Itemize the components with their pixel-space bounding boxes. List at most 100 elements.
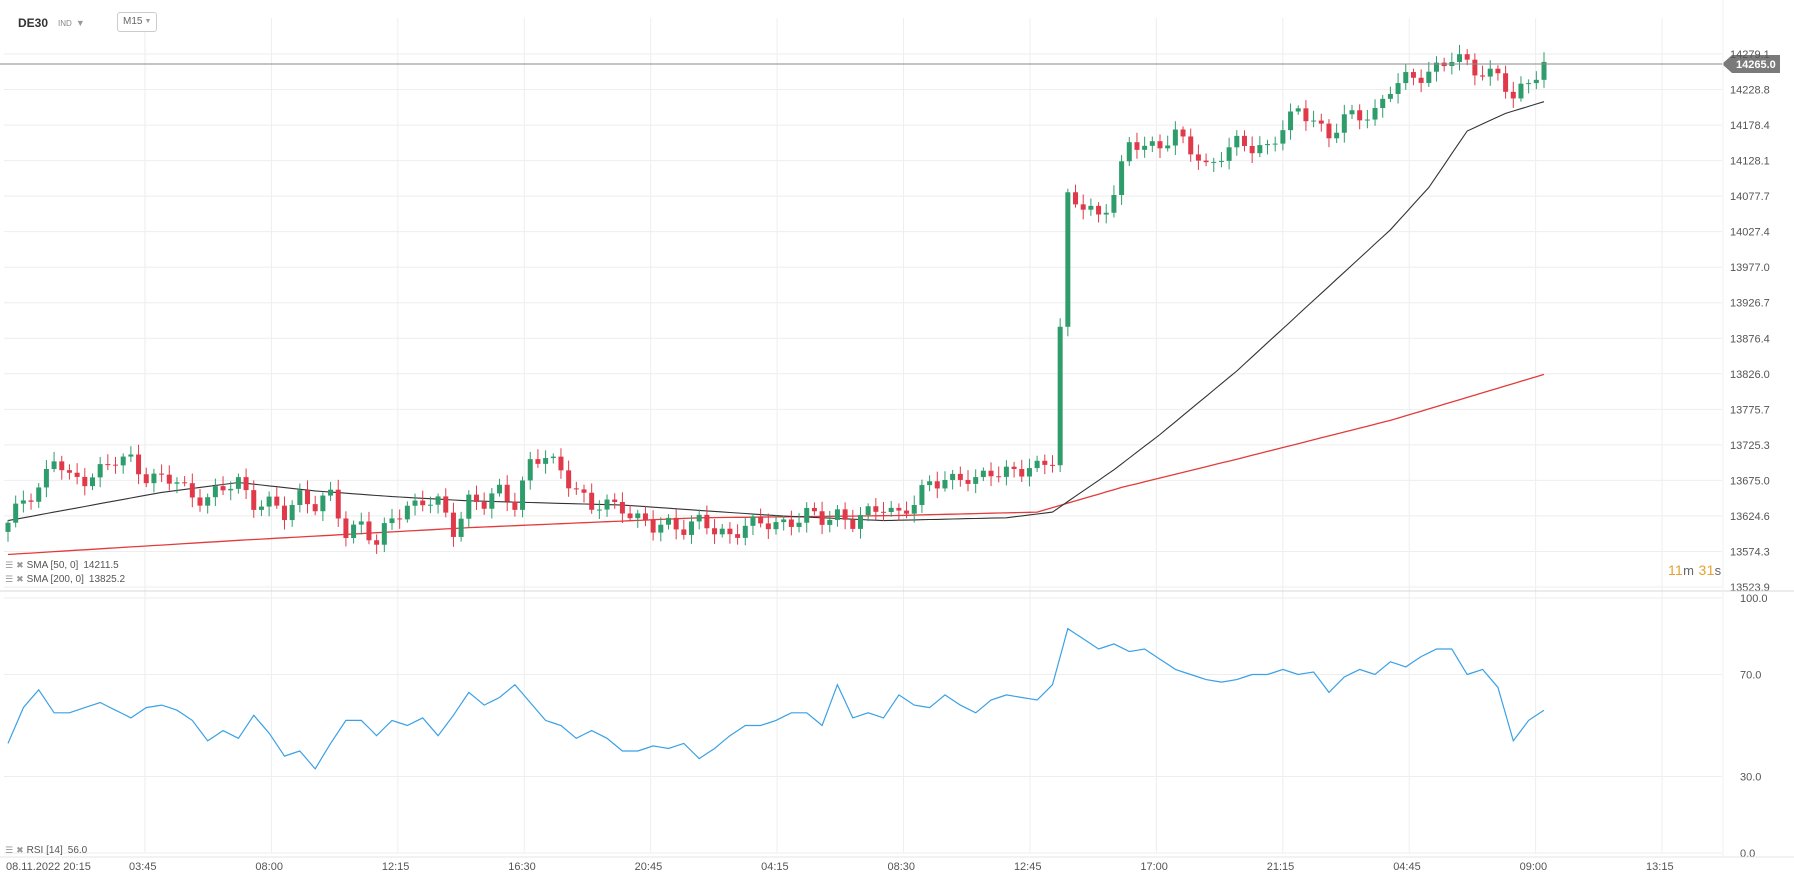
candle-body: [842, 509, 848, 520]
candle-body: [827, 519, 833, 525]
price-tick-label: 13725.3: [1730, 440, 1770, 452]
close-icon[interactable]: ✖: [16, 845, 24, 855]
rsi-tick-label: 70.0: [1740, 670, 1761, 682]
candle-body: [335, 489, 341, 519]
candle-body: [312, 504, 318, 512]
candle-body: [59, 461, 65, 471]
candle-body: [328, 489, 334, 496]
candle-body: [1134, 142, 1140, 150]
candle-body: [205, 497, 211, 506]
candle-body: [1180, 129, 1186, 137]
sma50-value: 14211.5: [83, 560, 119, 571]
candle-body: [381, 523, 387, 545]
sma50-line: [7, 101, 1545, 522]
time-tick-label: 08:30: [888, 861, 916, 873]
candles: [5, 44, 1547, 554]
settings-icon[interactable]: ☰: [5, 845, 14, 855]
close-icon[interactable]: ✖: [16, 560, 24, 570]
time-tick-label: 09:00: [1520, 861, 1548, 873]
chevron-down-icon[interactable]: ▼: [75, 18, 85, 28]
candle-body: [1119, 161, 1125, 195]
grid: [4, 18, 1722, 854]
time-tick-label: 08:00: [255, 861, 283, 873]
candle-body: [136, 454, 142, 475]
rsi-tick-label: 100.0: [1740, 593, 1768, 605]
price-tick-label: 14178.4: [1730, 120, 1770, 132]
candle-body: [1149, 141, 1155, 146]
countdown-s-unit: s: [1714, 563, 1722, 578]
candle-countdown: 11m 31s: [1668, 562, 1721, 578]
candle-body: [727, 528, 733, 535]
timeframe-button[interactable]: M15 ▼: [117, 12, 158, 32]
candle-body: [735, 534, 741, 538]
candle-body: [1080, 204, 1086, 210]
rsi-legend[interactable]: ☰ ✖ RSI [14] 56.0: [5, 845, 87, 856]
instrument-type-badge: IND: [58, 18, 72, 28]
candle-body: [811, 507, 817, 512]
candle-body: [128, 454, 134, 457]
candle-body: [1142, 145, 1148, 150]
candle-body: [1395, 83, 1401, 94]
current-price-label: 14265.0: [1736, 59, 1776, 71]
time-tick-label: 17:00: [1140, 861, 1168, 873]
sma50-legend[interactable]: ☰ ✖ SMA [50, 0] 14211.5: [5, 560, 119, 571]
candle-body: [258, 506, 264, 510]
candle-body: [1464, 54, 1470, 60]
instrument-symbol[interactable]: DE30: [18, 16, 49, 30]
candle-body: [781, 519, 787, 523]
rsi-tick-label: 0.0: [1740, 848, 1755, 860]
time-tick-label: 12:45: [1014, 861, 1042, 873]
sma50-path: [7, 101, 1545, 522]
candle-body: [650, 520, 656, 533]
candle-body: [1211, 161, 1217, 163]
candle-body: [965, 479, 971, 484]
candle-body: [1526, 83, 1532, 85]
candle-body: [1457, 54, 1463, 62]
candle-body: [758, 516, 764, 524]
candle-body: [389, 518, 395, 524]
candle-body: [558, 456, 564, 471]
time-tick-label: 08.11.2022 20:15: [6, 861, 91, 873]
candle-body: [865, 506, 871, 516]
candle-body: [251, 490, 257, 510]
candle-body: [182, 482, 188, 484]
candle-body: [881, 511, 887, 513]
candle-body: [305, 490, 311, 505]
candle-body: [819, 511, 825, 525]
candle-body: [689, 521, 695, 535]
candle-body: [28, 500, 34, 502]
close-icon[interactable]: ✖: [16, 574, 24, 584]
time-tick-label: 16:30: [508, 861, 536, 873]
candle-body: [658, 524, 664, 533]
price-tick-label: 13876.4: [1730, 333, 1770, 345]
candle-body: [212, 486, 218, 498]
candle-body: [1003, 466, 1009, 477]
candle-body: [950, 473, 956, 480]
candle-body: [596, 509, 602, 511]
candle-body: [1249, 145, 1255, 154]
candle-body: [1380, 98, 1386, 108]
sma200-legend[interactable]: ☰ ✖ SMA [200, 0] 13825.2: [5, 574, 125, 585]
candle-body: [458, 518, 464, 537]
candle-body: [82, 476, 88, 487]
price-tick-label: 14228.8: [1730, 85, 1770, 97]
settings-icon[interactable]: ☰: [5, 574, 14, 584]
candle-body: [1241, 135, 1247, 146]
candle-body: [773, 522, 779, 530]
settings-icon[interactable]: ☰: [5, 560, 14, 570]
candle-body: [1410, 72, 1416, 78]
candle-body: [1334, 132, 1340, 139]
candle-body: [151, 473, 157, 484]
candle-body: [374, 540, 380, 545]
candle-body: [1234, 135, 1240, 148]
time-tick-label: 04:15: [761, 861, 789, 873]
countdown-m-unit: m: [1683, 563, 1695, 578]
candle-body: [159, 473, 165, 475]
candle-body: [1372, 107, 1378, 120]
candle-body: [1303, 108, 1309, 122]
rsi-tick-label: 30.0: [1740, 772, 1761, 784]
timeframe-label: M15: [123, 16, 143, 27]
candle-body: [1541, 61, 1547, 80]
